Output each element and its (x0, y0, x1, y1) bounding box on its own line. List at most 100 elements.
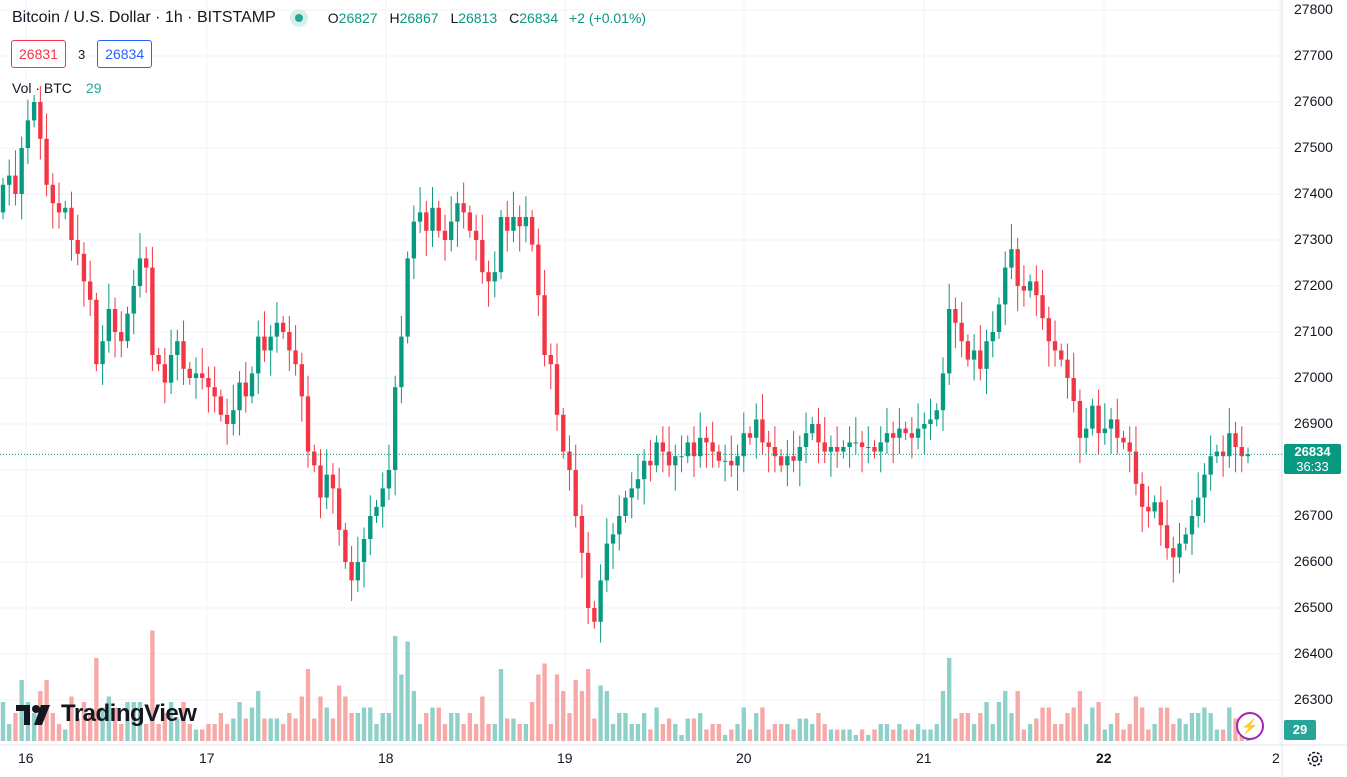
candle-body (1171, 548, 1176, 558)
volume-bar (666, 718, 672, 741)
volume-bar (361, 707, 367, 741)
candle-body (131, 286, 136, 314)
price-tick-label: 27100 (1294, 323, 1333, 339)
volume-bar (75, 718, 80, 741)
candle-body (859, 442, 865, 447)
volume-bar (766, 729, 771, 741)
volume-bar (200, 729, 205, 741)
candle-body (336, 488, 342, 530)
candle-body (411, 221, 417, 259)
candle-body (486, 272, 491, 282)
volume-bar (990, 724, 995, 741)
volume-bar (293, 718, 298, 741)
candle-body (641, 460, 647, 480)
volume-bar (249, 707, 255, 741)
tradingview-logo[interactable]: TradingView (14, 700, 197, 728)
candle-body (890, 433, 896, 438)
candle-body (386, 470, 392, 489)
candle-body (44, 138, 49, 185)
volume-bar (56, 724, 62, 741)
candle-body (940, 373, 946, 411)
candle-body (884, 433, 890, 443)
trade-buttons: 26831 3 26834 (11, 40, 153, 68)
candle-body (312, 451, 317, 466)
candle-body (679, 456, 684, 458)
volume-bar (256, 691, 261, 741)
candle-body (853, 442, 859, 444)
candle-body (1158, 502, 1164, 526)
volume-bar (828, 729, 834, 741)
volume-bar (1183, 724, 1188, 741)
candle-body (430, 207, 435, 231)
volume-bar (1202, 707, 1207, 741)
volume-bar (834, 729, 840, 741)
volume-bar (567, 713, 572, 741)
volume-bar (143, 724, 149, 741)
volume-bar (579, 691, 585, 741)
candle-body (984, 341, 989, 369)
candle-body (274, 322, 280, 337)
volume-bar (492, 724, 497, 741)
volume-bar (810, 724, 815, 741)
candle-body (243, 382, 248, 397)
volume-bar (424, 713, 429, 741)
volume-bar (529, 702, 535, 741)
candle-body (31, 102, 37, 121)
candle-body (374, 506, 379, 516)
candle-body (529, 217, 535, 245)
volume-bar (1146, 729, 1151, 741)
candle-body (143, 258, 149, 268)
candle-body (810, 424, 815, 434)
volume-bar (162, 713, 168, 741)
candle-body (953, 309, 958, 323)
candle-body (417, 212, 423, 222)
candle-body (778, 456, 784, 466)
volume-bar (50, 713, 55, 741)
volume-bar (641, 713, 647, 741)
sell-button[interactable]: 26831 (11, 40, 66, 68)
volume-bar (386, 713, 392, 741)
buy-button[interactable]: 26834 (97, 40, 153, 68)
candle-body (473, 230, 479, 240)
close-value: 26834 (519, 10, 559, 26)
candle-body (592, 608, 597, 622)
candle-body (536, 244, 541, 296)
candle-body (673, 456, 678, 466)
volume-bar (1046, 707, 1051, 741)
volume-bar (816, 713, 821, 741)
volume-bar (411, 691, 417, 741)
volume-bar (716, 724, 722, 741)
candle-body (841, 447, 846, 452)
volume-bar (1040, 707, 1045, 741)
candle-body (760, 419, 765, 443)
volume-bar (554, 674, 560, 741)
volume-bar (866, 735, 871, 741)
volume-legend[interactable]: Vol · BTC 29 (12, 80, 101, 96)
volume-bar (31, 713, 37, 741)
candle-body (847, 442, 852, 447)
candle-body (996, 304, 1002, 332)
flash-icon[interactable]: ⚡ (1236, 712, 1264, 740)
candle-body (175, 341, 180, 355)
volume-bar (486, 724, 491, 741)
candle-body (878, 442, 883, 452)
price-tick-label: 26600 (1294, 553, 1333, 569)
volume-bar (523, 724, 529, 741)
volume-bar (237, 702, 242, 741)
volume-bar (679, 735, 684, 741)
candle-body (1059, 350, 1064, 360)
gear-icon[interactable] (1306, 750, 1324, 768)
volume-bar (934, 724, 939, 741)
candle-body (249, 373, 255, 397)
time-tick-label: 18 (378, 750, 394, 766)
volume-bar (1077, 691, 1083, 741)
volume-bar (654, 707, 659, 741)
candle-body (1071, 378, 1076, 401)
candle-body (1096, 405, 1101, 434)
candle-body (816, 424, 821, 443)
volume-bar (984, 702, 989, 741)
symbol-title[interactable]: Bitcoin / U.S. Dollar · 1h · BITSTAMP (12, 9, 276, 26)
candle-body (1152, 502, 1157, 512)
candle-body (1220, 451, 1226, 457)
